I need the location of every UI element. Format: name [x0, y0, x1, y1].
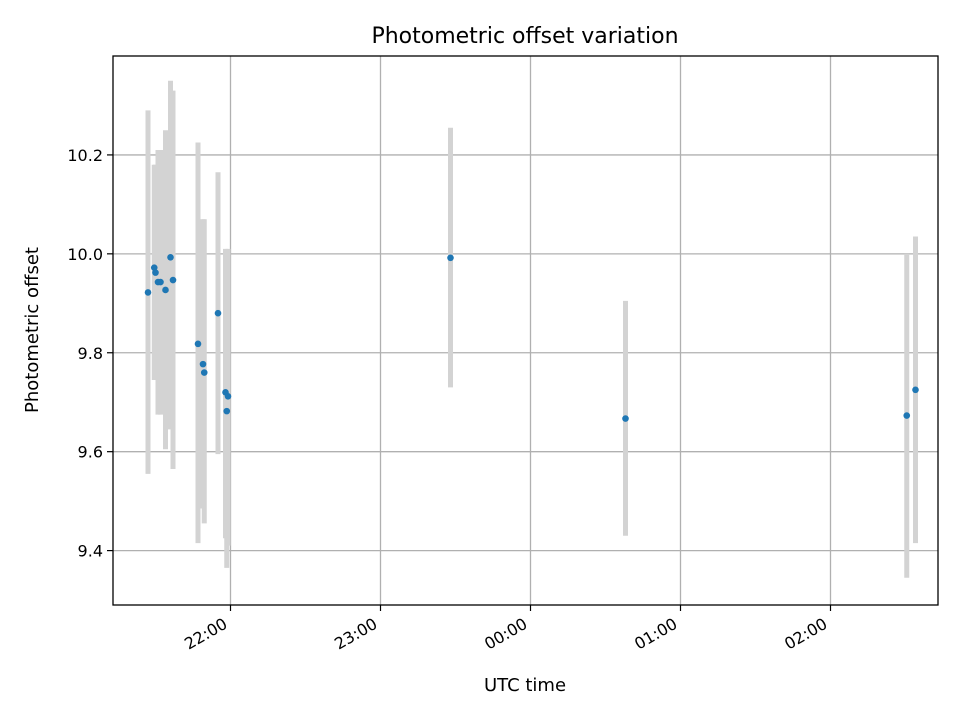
data-point: [903, 412, 911, 419]
data-point: [167, 253, 174, 261]
data-point: [622, 415, 629, 422]
data-point: [912, 386, 919, 394]
data-point: [157, 278, 164, 286]
data-point: [150, 264, 158, 271]
x-axis-ticks: 22:00 23:00 00:00 01:00 02:00: [181, 605, 832, 654]
x-tick-label: 22:00: [181, 614, 230, 654]
y-tick-label: 9.4: [78, 542, 103, 561]
data-point: [199, 360, 207, 368]
y-tick-label: 10.0: [67, 245, 103, 264]
data-point: [223, 407, 231, 415]
data-point: [214, 309, 222, 317]
data-point: [224, 392, 232, 400]
grid: [113, 56, 938, 605]
plot-frame: [112, 55, 939, 606]
data-point: [144, 289, 152, 296]
data-point: [200, 369, 208, 376]
data-point: [169, 276, 177, 284]
x-axis-label: UTC time: [484, 675, 566, 696]
y-axis-ticks: 9.4 9.6 9.8 10.0 10.2: [67, 146, 113, 561]
x-tick-label: 23:00: [331, 614, 380, 654]
y-tick-label: 9.6: [78, 443, 103, 462]
data-point: [162, 286, 169, 294]
x-tick-label: 01:00: [631, 614, 680, 654]
data-points: [144, 253, 919, 422]
y-tick-label: 9.8: [78, 344, 103, 363]
y-tick-label: 10.2: [67, 146, 103, 165]
x-tick-label: 02:00: [781, 614, 830, 654]
y-axis-label: Photometric offset: [22, 247, 43, 413]
chart-title: Photometric offset variation: [371, 24, 678, 49]
data-point: [194, 340, 202, 348]
x-tick-label: 00:00: [481, 614, 530, 654]
data-point: [447, 254, 454, 262]
data-point: [152, 269, 159, 276]
